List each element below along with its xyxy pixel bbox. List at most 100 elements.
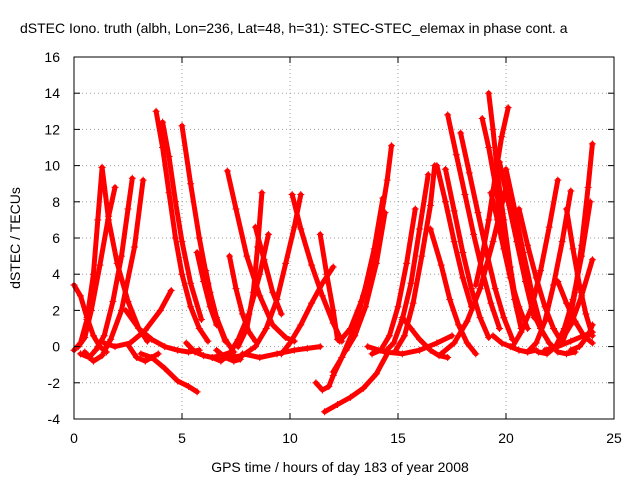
data-point bbox=[532, 339, 540, 347]
data-point bbox=[359, 384, 367, 392]
data-series bbox=[442, 165, 493, 342]
series-trace bbox=[71, 282, 109, 355]
data-point bbox=[459, 248, 467, 256]
series-trace bbox=[101, 288, 174, 350]
data-point bbox=[193, 388, 201, 396]
x-tick-label: 0 bbox=[70, 430, 78, 446]
data-point bbox=[208, 353, 216, 361]
data-series bbox=[223, 167, 298, 345]
series-points bbox=[567, 321, 596, 354]
series-trace bbox=[138, 351, 200, 395]
data-point bbox=[472, 350, 480, 358]
data-point bbox=[485, 144, 493, 151]
data-point bbox=[148, 353, 156, 361]
data-series bbox=[444, 111, 504, 332]
data-point bbox=[515, 205, 523, 213]
data-point bbox=[178, 238, 186, 246]
data-point bbox=[124, 341, 132, 349]
series-points bbox=[442, 165, 493, 342]
data-point bbox=[545, 223, 553, 231]
series-trace bbox=[278, 264, 336, 357]
data-series bbox=[226, 252, 259, 345]
data-point bbox=[519, 248, 527, 256]
data-point bbox=[264, 230, 272, 238]
data-point bbox=[534, 348, 542, 356]
data-point bbox=[444, 353, 452, 361]
data-point bbox=[161, 364, 169, 372]
series-points bbox=[426, 225, 480, 358]
data-point bbox=[567, 187, 575, 195]
data-series bbox=[392, 162, 439, 354]
series-points bbox=[122, 306, 203, 356]
data-point bbox=[478, 115, 486, 123]
data-point bbox=[98, 352, 106, 360]
data-series bbox=[426, 225, 480, 358]
data-point bbox=[409, 299, 417, 307]
data-point bbox=[100, 339, 108, 347]
data-point bbox=[329, 263, 337, 271]
data-point bbox=[318, 292, 326, 300]
data-point bbox=[489, 125, 497, 133]
data-point bbox=[133, 353, 141, 361]
data-series bbox=[342, 209, 389, 354]
data-point bbox=[491, 172, 499, 180]
series-trace bbox=[443, 166, 492, 341]
y-tick-label: 14 bbox=[44, 85, 60, 101]
data-point bbox=[383, 176, 391, 184]
y-tick-label: 10 bbox=[44, 158, 60, 174]
series-trace bbox=[194, 250, 220, 328]
data-point bbox=[450, 207, 458, 215]
data-series bbox=[193, 248, 221, 329]
y-tick-label: 8 bbox=[52, 194, 60, 210]
data-point bbox=[251, 223, 259, 231]
series-trace bbox=[393, 163, 438, 353]
data-point bbox=[528, 306, 536, 314]
data-point bbox=[562, 299, 570, 307]
data-point bbox=[217, 357, 225, 365]
data-point bbox=[124, 205, 132, 213]
data-point bbox=[575, 343, 583, 351]
data-point bbox=[195, 234, 203, 242]
data-point bbox=[128, 174, 136, 182]
data-point bbox=[174, 377, 182, 385]
data-point bbox=[537, 267, 545, 275]
data-point bbox=[472, 281, 480, 289]
data-point bbox=[105, 216, 113, 224]
data-point bbox=[437, 350, 445, 358]
series-points bbox=[342, 209, 389, 354]
data-point bbox=[558, 238, 566, 246]
data-point bbox=[537, 325, 545, 332]
data-point bbox=[159, 118, 167, 126]
data-point bbox=[258, 189, 266, 197]
data-point bbox=[502, 165, 510, 173]
data-point bbox=[567, 321, 575, 329]
data-point bbox=[182, 339, 190, 347]
data-point bbox=[442, 198, 450, 206]
data-point bbox=[312, 379, 320, 387]
series-points bbox=[444, 111, 504, 332]
series-points bbox=[562, 205, 596, 340]
data-point bbox=[364, 343, 372, 351]
axes: 0 5 10 15 20 25 -4 -2 0 2 4 6 8 10 12 14 16 bbox=[44, 49, 622, 446]
data-point bbox=[122, 306, 130, 314]
data-point bbox=[461, 191, 469, 199]
data-point bbox=[398, 350, 406, 358]
x-tick-label: 15 bbox=[390, 430, 406, 446]
series-trace bbox=[438, 184, 509, 357]
data-point bbox=[297, 191, 305, 199]
data-point bbox=[269, 288, 277, 296]
data-point bbox=[418, 252, 426, 260]
series-trace bbox=[252, 224, 284, 317]
data-point bbox=[213, 346, 221, 354]
data-point bbox=[152, 107, 160, 115]
data-series bbox=[152, 107, 212, 345]
data-point bbox=[351, 332, 359, 340]
data-point bbox=[588, 256, 596, 264]
data-point bbox=[541, 317, 549, 325]
data-series bbox=[364, 332, 456, 358]
data-point bbox=[554, 277, 562, 285]
series-points bbox=[528, 306, 579, 358]
y-axis-label: dSTEC / TECUs bbox=[7, 187, 23, 289]
data-point bbox=[379, 194, 387, 202]
data-point bbox=[277, 310, 285, 318]
